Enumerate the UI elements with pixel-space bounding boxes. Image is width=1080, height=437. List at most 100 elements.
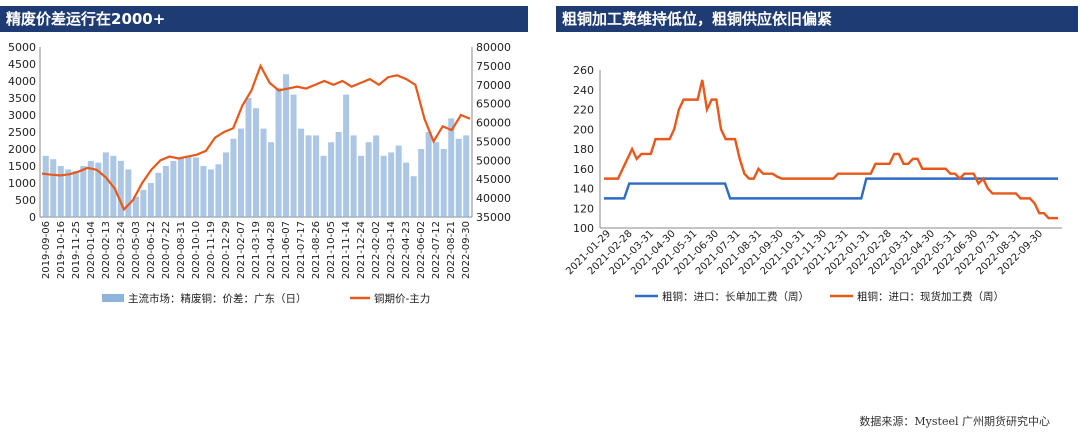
bar (147, 183, 154, 217)
right-chart-title: 粗铜加工费维持低位，粗铜供应依旧偏紧 (556, 6, 1078, 32)
y-right-tick-label: 60000 (476, 117, 511, 130)
bar (140, 189, 147, 217)
bar (80, 166, 87, 217)
legend-label-long-term: 粗铜：进口：长单加工费（周） (662, 290, 809, 303)
y-tick-label: 120 (573, 202, 594, 215)
bar (268, 142, 275, 217)
y-right-tick-label: 40000 (476, 192, 511, 205)
bar (298, 128, 305, 217)
y-left-tick-label: 4500 (8, 58, 36, 71)
bar (358, 155, 365, 217)
y-left-tick-label: 5000 (8, 41, 36, 54)
bar (305, 135, 312, 217)
bar (283, 74, 290, 217)
y-right-tick-label: 35000 (476, 211, 511, 224)
legend-label-line: 铜期价-主力 (374, 292, 430, 305)
bar (87, 160, 94, 217)
y-right-tick-label: 50000 (476, 154, 511, 167)
x-tick-label: 2019-09-06 (41, 221, 52, 279)
legend-swatch-bar (102, 294, 124, 302)
bar (455, 138, 462, 217)
bar (245, 98, 252, 217)
bar (403, 162, 410, 217)
bar (388, 152, 395, 217)
x-tick-label: 2022-08-21 (446, 221, 457, 279)
y-tick-label: 240 (573, 84, 594, 97)
bar (463, 135, 470, 217)
x-tick-label: 2022-02-02 (371, 221, 382, 279)
series-line-long-term-tc (604, 177, 1058, 200)
y-tick-label: 100 (573, 222, 594, 235)
bar (95, 162, 102, 217)
bar (162, 166, 169, 217)
bar (215, 164, 222, 217)
bar (373, 135, 380, 217)
x-tick-label: 2020-03-24 (116, 221, 127, 279)
y-left-tick-label: 1000 (8, 177, 36, 190)
y-tick-label: 220 (573, 104, 594, 117)
bar (132, 196, 139, 217)
x-tick-label: 2020-07-22 (161, 221, 172, 279)
bar (290, 94, 297, 217)
y-left-tick-label: 1500 (8, 160, 36, 173)
bar (57, 166, 64, 217)
bar (65, 169, 72, 217)
right-chart: 1001201401601802002202402602021-01-29202… (564, 64, 1062, 303)
y-right-tick-label: 45000 (476, 173, 511, 186)
x-tick-label: 2019-10-16 (56, 221, 67, 279)
series-line-spot-tc (604, 79, 1058, 220)
left-chart-title: 精废价差运行在2000+ (0, 6, 528, 32)
y-tick-label: 260 (573, 64, 594, 77)
bar (252, 108, 260, 217)
x-tick-label: 2020-02-13 (101, 221, 112, 279)
source-note: 数据来源：Mysteel 广州期货研究中心 (859, 415, 1050, 428)
x-tick-label: 2021-12-24 (356, 221, 367, 279)
bar (230, 138, 237, 217)
bar (313, 135, 320, 217)
bar (343, 94, 350, 217)
y-tick-label: 160 (573, 163, 594, 176)
x-tick-label: 2022-04-23 (401, 221, 412, 279)
bar (72, 171, 79, 217)
x-tick-label: 2022-06-02 (416, 221, 427, 279)
bar (237, 128, 244, 217)
y-left-tick-label: 3000 (8, 109, 36, 122)
y-right-tick-label: 55000 (476, 135, 511, 148)
x-tick-label: 2019-11-25 (71, 221, 82, 279)
y-left-tick-label: 3500 (8, 92, 36, 105)
bar (448, 118, 455, 217)
x-tick-label: 2021-08-26 (311, 221, 322, 279)
bar (350, 135, 357, 217)
y-left-tick-label: 2500 (8, 126, 36, 139)
bar (222, 152, 229, 217)
y-left-tick-label: 4000 (8, 75, 36, 88)
y-tick-label: 140 (573, 183, 594, 196)
bar (117, 160, 124, 217)
bar (365, 142, 372, 217)
bar (328, 142, 335, 217)
x-tick-label: 2020-01-04 (86, 221, 97, 279)
x-tick-label: 2022-03-14 (386, 221, 397, 279)
y-right-tick-label: 80000 (476, 41, 511, 54)
bar (200, 166, 207, 217)
bar (50, 159, 57, 217)
x-tick-label: 2022-07-12 (431, 221, 442, 279)
x-tick-label: 2020-12-29 (221, 221, 232, 279)
x-tick-label: 2020-05-03 (131, 221, 142, 279)
x-tick-label: 2021-04-28 (266, 221, 277, 279)
y-right-tick-label: 70000 (476, 79, 511, 92)
bar (192, 157, 199, 217)
x-tick-label: 2020-08-31 (176, 221, 187, 279)
bar (320, 155, 327, 217)
bar (102, 152, 109, 217)
bar (380, 155, 387, 217)
x-tick-label: 2020-06-12 (146, 221, 157, 279)
bar (275, 87, 282, 217)
y-right-tick-label: 75000 (476, 60, 511, 73)
bar (125, 169, 132, 217)
bar (207, 169, 214, 217)
x-tick-label: 2020-10-10 (191, 221, 202, 279)
series-line-copy-futures (41, 63, 471, 212)
x-tick-label: 2020-11-19 (206, 221, 217, 279)
bar (155, 172, 162, 217)
